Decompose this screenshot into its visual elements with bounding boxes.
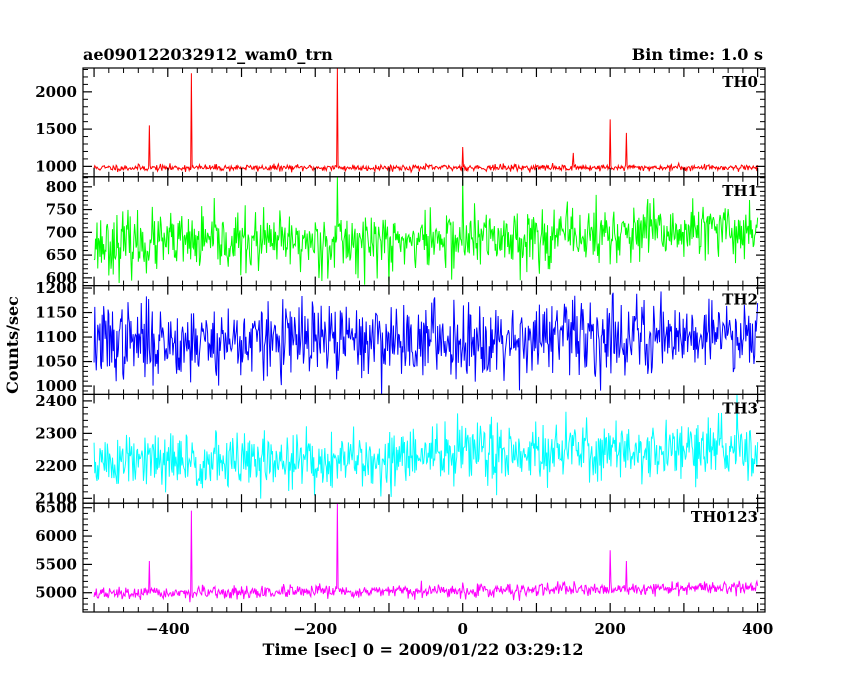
y-tick-label: 5000 xyxy=(35,584,77,602)
y-axis-label: Counts/sec xyxy=(3,296,22,394)
y-tick-label: 1200 xyxy=(35,279,77,297)
panel-label: TH3 xyxy=(722,399,758,417)
panel-label: TH1 xyxy=(722,182,758,200)
panel-label: TH2 xyxy=(722,291,758,309)
panel-frame xyxy=(82,67,766,178)
x-axis: −400 −200 0 200 400 xyxy=(146,620,773,638)
series-th0 xyxy=(93,68,759,174)
panel-th3: 2100 2200 2300 2400 TH3 xyxy=(35,392,766,507)
x-tick-label: −200 xyxy=(293,620,337,638)
x-tick-label: −400 xyxy=(146,620,190,638)
y-tick-label: 2100 xyxy=(35,489,77,507)
panel-th0: 1000 1500 2000 TH0 xyxy=(35,67,766,178)
y-tick-label: 1000 xyxy=(35,377,77,395)
x-tick-label: 400 xyxy=(742,620,773,638)
panel-frame xyxy=(82,393,766,504)
y-tick-label: 2000 xyxy=(35,83,77,101)
series-th2 xyxy=(93,291,759,395)
y-tick-label: 800 xyxy=(46,178,77,196)
panel-th1: 600 650 700 750 800 TH1 xyxy=(46,176,766,287)
y-tick-label: 750 xyxy=(46,201,77,219)
y-tick-label: 650 xyxy=(46,246,77,264)
y-tick-label: 2300 xyxy=(35,424,77,442)
panel-th2: 1000 1050 1100 1150 1200 TH2 xyxy=(35,279,766,395)
panel-th0123: 5000 5500 6000 6500 TH0123 xyxy=(35,499,766,613)
y-tick-label: 2200 xyxy=(35,457,77,475)
y-tick-label: 6500 xyxy=(35,499,77,517)
y-tick-label: 1050 xyxy=(35,353,77,371)
panel-frame xyxy=(82,502,766,613)
y-tick-label: 1150 xyxy=(35,304,77,322)
y-tick-label: 1100 xyxy=(35,328,77,346)
plot-panels: 1000 1500 2000 TH0 600 650 700 750 800 TH1 1000 105… xyxy=(35,67,766,613)
y-tick-label: 1500 xyxy=(35,120,77,138)
x-tick-label: 200 xyxy=(595,620,626,638)
chart-title-left: ae090122032912_wam0_trn xyxy=(83,45,333,64)
y-tick-label: 5500 xyxy=(35,555,77,573)
series-th1 xyxy=(93,176,759,286)
y-tick-label: 700 xyxy=(46,223,77,241)
panel-frame xyxy=(82,176,766,287)
x-axis-label: Time [sec] 0 = 2009/01/22 03:29:12 xyxy=(263,640,584,659)
y-tick-label: 2400 xyxy=(35,392,77,410)
panel-label: TH0 xyxy=(722,73,758,91)
y-tick-label: 600 xyxy=(46,269,77,287)
series-th3 xyxy=(93,394,759,499)
x-tick-label: 0 xyxy=(457,620,467,638)
series-th0123 xyxy=(93,503,759,603)
panel-label: TH0123 xyxy=(691,508,758,526)
y-tick-label: 1000 xyxy=(35,157,77,175)
chart-title-right: Bin time: 1.0 s xyxy=(632,45,763,64)
y-tick-label: 6000 xyxy=(35,527,77,545)
